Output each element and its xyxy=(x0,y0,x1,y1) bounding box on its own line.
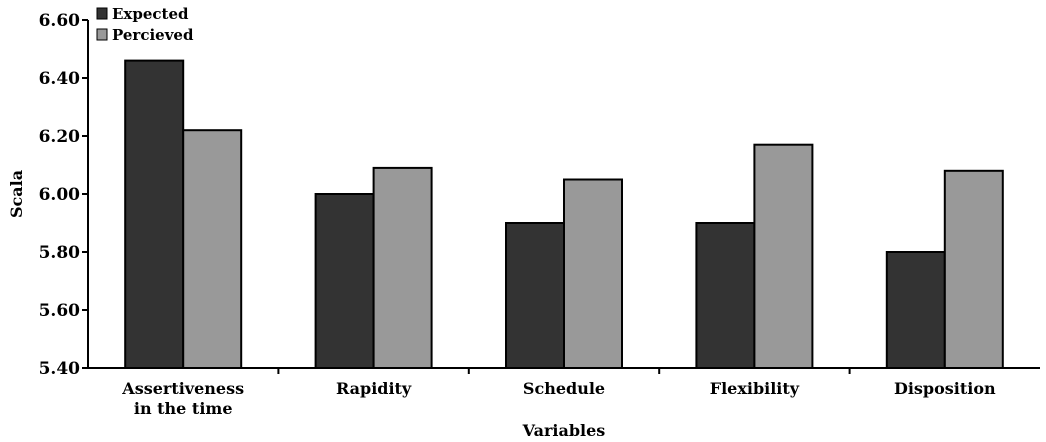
category-label: Schedule xyxy=(523,379,605,398)
bar-expected-1 xyxy=(314,193,375,369)
bar-expected-3 xyxy=(695,222,756,369)
category-label: Rapidity xyxy=(336,379,412,398)
y-tick-label: 6.60 xyxy=(39,11,81,31)
bar-expected-0 xyxy=(124,59,185,369)
legend-label-expected: Expected xyxy=(112,5,189,23)
bar-percieved-3 xyxy=(753,143,814,369)
y-tick-label: 5.40 xyxy=(39,359,81,379)
bar-percieved-2 xyxy=(563,178,623,369)
bar-expected-2 xyxy=(505,222,565,369)
bar-percieved-0 xyxy=(182,129,243,369)
y-axis-label: Scala xyxy=(7,170,26,218)
legend-swatch-expected xyxy=(96,7,108,20)
category-labels: Assertiveness in the time Rapidity Schedule… xyxy=(121,379,996,418)
y-axis: 5.40 5.60 5.80 6.00 6.20 6.40 6.60 xyxy=(39,11,89,379)
bars xyxy=(124,59,1004,369)
legend-swatch-percieved xyxy=(96,28,108,41)
category-label: Assertiveness in the time xyxy=(121,379,244,418)
bar-percieved-4 xyxy=(943,169,1004,369)
y-tick-label: 5.80 xyxy=(39,243,81,263)
category-label: Disposition xyxy=(894,379,996,398)
y-tick-label: 5.60 xyxy=(39,301,81,321)
bar-expected-4 xyxy=(885,251,946,369)
y-tick-label: 6.40 xyxy=(39,69,81,89)
bar-percieved-1 xyxy=(372,166,433,369)
x-axis-label: Variables xyxy=(522,421,606,440)
y-tick-label: 6.20 xyxy=(39,127,81,147)
legend: Expected Percieved xyxy=(96,5,194,44)
legend-label-percieved: Percieved xyxy=(112,26,194,44)
y-tick-label: 6.00 xyxy=(39,185,81,205)
category-label: Flexibility xyxy=(710,379,800,398)
